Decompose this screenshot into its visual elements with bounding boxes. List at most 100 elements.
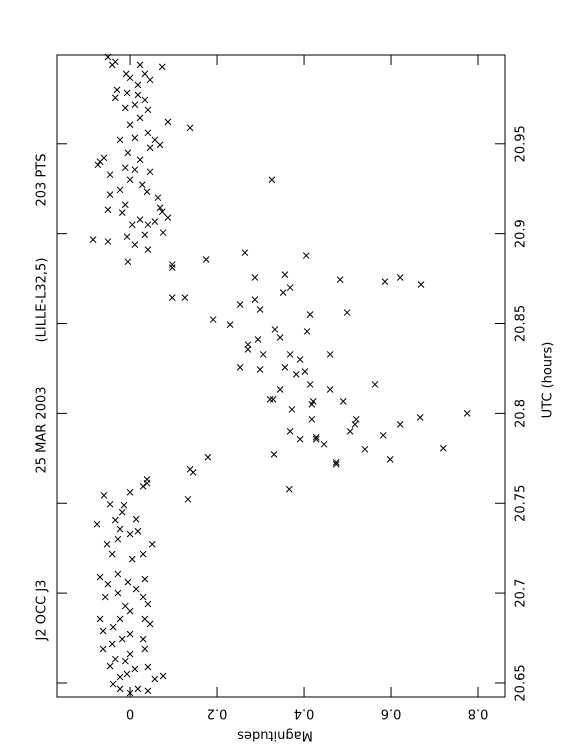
point: [241, 249, 249, 257]
point: [136, 156, 144, 164]
x-tick-label: 20.75: [514, 485, 529, 522]
point: [144, 687, 152, 695]
point: [268, 176, 276, 184]
point: [417, 281, 425, 288]
point: [236, 364, 244, 371]
point: [209, 316, 217, 323]
point: [144, 246, 152, 254]
point: [168, 294, 176, 301]
point: [116, 685, 124, 693]
point: [276, 386, 284, 393]
point: [332, 460, 340, 468]
point: [416, 413, 424, 421]
point: [116, 186, 124, 194]
point: [352, 415, 360, 423]
point: [126, 630, 134, 638]
point: [159, 672, 167, 680]
point: [113, 86, 121, 94]
point: [168, 264, 176, 271]
point: [286, 428, 294, 435]
point: [93, 520, 101, 528]
point: [308, 415, 316, 423]
point: [386, 456, 394, 463]
y-tick-label: 0: [126, 706, 134, 721]
point: [146, 168, 154, 176]
point: [121, 657, 129, 665]
point: [139, 593, 147, 601]
point: [126, 607, 134, 615]
point: [439, 444, 447, 452]
point: [320, 440, 328, 448]
point: [343, 309, 351, 316]
point: [296, 356, 304, 363]
x-tick-label: 20.9: [514, 219, 529, 248]
annotation: 203 PTS: [35, 154, 50, 207]
point: [121, 201, 129, 209]
point: [101, 593, 109, 601]
point: [281, 271, 289, 278]
point: [361, 445, 369, 453]
point: [141, 96, 149, 104]
point: [104, 53, 112, 61]
point: [139, 483, 147, 490]
point: [151, 675, 159, 683]
point: [144, 663, 152, 671]
point: [131, 241, 139, 248]
point: [121, 104, 129, 112]
point: [302, 252, 310, 259]
point: [144, 106, 152, 114]
point: [118, 508, 126, 516]
point: [136, 114, 144, 122]
x-tick-label: 20.85: [514, 305, 529, 342]
point: [123, 89, 131, 97]
point: [118, 635, 126, 643]
point: [266, 396, 274, 403]
point: [106, 171, 114, 179]
point: [139, 635, 147, 643]
point: [279, 289, 287, 296]
point: [189, 468, 197, 476]
point: [134, 527, 142, 535]
point: [120, 501, 128, 509]
point: [103, 540, 111, 548]
point: [381, 278, 389, 285]
point: [286, 351, 294, 358]
x-tick-label: 20.8: [514, 399, 529, 428]
point: [106, 500, 114, 508]
point: [126, 689, 134, 697]
point: [296, 435, 304, 443]
point: [111, 94, 119, 102]
point: [326, 386, 334, 393]
point: [159, 229, 167, 236]
point: [164, 118, 172, 126]
point: [136, 61, 144, 69]
x-tick-label: 20.95: [514, 125, 529, 162]
point: [128, 221, 136, 229]
point: [308, 401, 316, 408]
point: [131, 665, 139, 673]
point: [116, 136, 124, 144]
point: [204, 453, 212, 461]
point: [202, 256, 210, 263]
point: [100, 491, 108, 499]
point: [244, 346, 252, 353]
point: [271, 326, 279, 333]
point: [141, 70, 149, 78]
point: [396, 420, 404, 428]
point: [143, 479, 151, 487]
point: [158, 208, 166, 216]
point: [251, 274, 259, 281]
point: [111, 655, 119, 663]
x-axis-label: UTC (hours): [541, 342, 556, 419]
point: [184, 495, 192, 503]
point: [276, 334, 284, 341]
point: [109, 680, 117, 688]
point: [134, 685, 142, 693]
y-tick-label: 0.6: [381, 706, 402, 721]
point: [154, 194, 162, 202]
point: [96, 573, 104, 581]
point: [134, 81, 142, 89]
point: [99, 645, 107, 653]
point: [116, 525, 124, 533]
